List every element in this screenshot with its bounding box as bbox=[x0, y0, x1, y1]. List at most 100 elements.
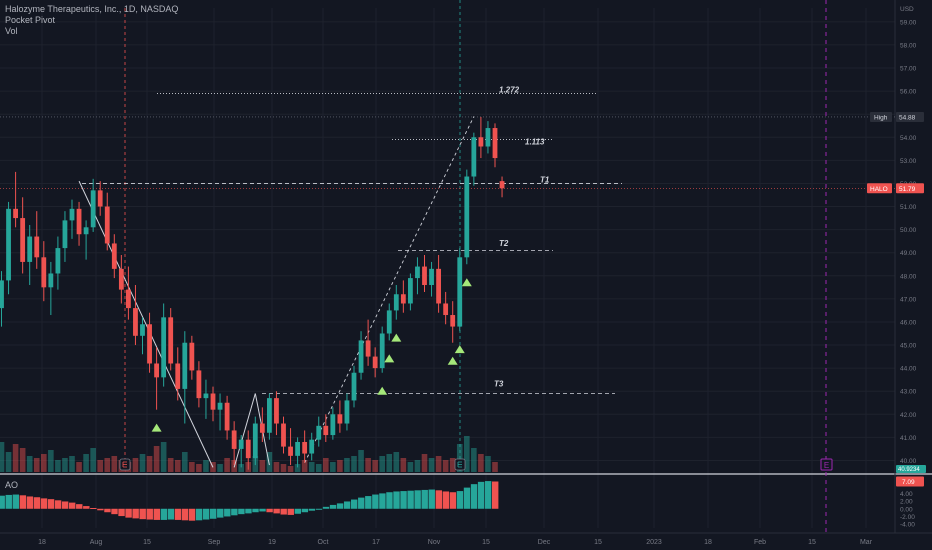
candle-body bbox=[464, 176, 470, 258]
pocket-pivot-marker bbox=[377, 386, 388, 395]
price-tick-label: 43.00 bbox=[900, 389, 917, 396]
ao-bar bbox=[139, 508, 146, 520]
ao-bar bbox=[174, 508, 182, 520]
candle-body bbox=[6, 208, 11, 281]
ao-bar bbox=[358, 497, 365, 509]
volume-bar bbox=[153, 446, 160, 472]
indicator-pocket-pivot: Pocket Pivot bbox=[5, 15, 56, 25]
price-tick-label: 57.00 bbox=[900, 66, 917, 73]
chart-legend: Halozyme Therapeutics, Inc., 1D, NASDAQ … bbox=[5, 4, 178, 37]
volume-bar bbox=[111, 456, 118, 472]
ao-bar bbox=[351, 499, 358, 509]
pocket-pivot-marker bbox=[151, 423, 162, 432]
candle-body bbox=[111, 243, 117, 269]
candle-body bbox=[400, 294, 406, 304]
volume-bar bbox=[301, 460, 308, 472]
volume-bar bbox=[132, 458, 139, 472]
ao-bar bbox=[5, 494, 12, 509]
ao-bar bbox=[231, 508, 238, 516]
candle-body bbox=[471, 137, 477, 177]
candle-body bbox=[203, 393, 209, 399]
candle-body bbox=[429, 268, 434, 286]
price-tick-label: 44.00 bbox=[900, 366, 917, 373]
volume-bar bbox=[294, 464, 301, 472]
ao-value-text: 7.09 bbox=[902, 479, 915, 486]
ao-bar bbox=[238, 508, 245, 515]
pocket-pivot-marker bbox=[454, 345, 465, 354]
volume-bar bbox=[182, 452, 188, 472]
volume-bar bbox=[139, 454, 146, 472]
volume-bar bbox=[287, 466, 294, 472]
ao-bar bbox=[421, 489, 428, 509]
candle-body bbox=[189, 342, 195, 371]
halo-label-text: HALO bbox=[870, 186, 888, 193]
ao-bar bbox=[40, 498, 48, 509]
time-tick-label: Mar bbox=[860, 539, 873, 546]
candle-body bbox=[147, 324, 152, 364]
ao-bar bbox=[329, 504, 337, 509]
volume-bar bbox=[337, 460, 343, 472]
downtrend-line bbox=[78, 180, 214, 468]
ao-bar bbox=[146, 508, 153, 520]
volume-value-badge bbox=[896, 465, 926, 473]
ao-bar bbox=[210, 508, 217, 519]
candle-body bbox=[69, 208, 75, 221]
high-value-badge bbox=[896, 111, 924, 122]
ao-tick-label: -2.00 bbox=[900, 514, 915, 521]
time-tick-label: 15 bbox=[482, 539, 490, 546]
ao-bar bbox=[280, 508, 287, 515]
candle-body bbox=[422, 266, 427, 286]
ao-bar bbox=[118, 508, 125, 517]
volume-bar bbox=[12, 444, 19, 472]
candle-body bbox=[372, 356, 378, 369]
time-tick-label: 19 bbox=[268, 539, 276, 546]
ao-bar bbox=[273, 508, 280, 514]
volume-bar bbox=[428, 458, 435, 472]
ao-bar bbox=[456, 491, 464, 509]
price-tick-label: 51.00 bbox=[900, 204, 917, 211]
ao-bar bbox=[132, 508, 139, 519]
volume-bar bbox=[323, 458, 329, 472]
volume-bar bbox=[407, 462, 414, 472]
ao-bar bbox=[12, 494, 19, 509]
volume-bar bbox=[55, 460, 61, 472]
volume-bar bbox=[372, 460, 378, 472]
ao-bar bbox=[442, 491, 450, 509]
candle-body bbox=[104, 206, 110, 244]
candle-body bbox=[478, 137, 484, 147]
volume-bar bbox=[449, 458, 456, 472]
fib-1113-label: 1.113 bbox=[525, 137, 545, 146]
candle-body bbox=[210, 393, 216, 410]
high-value-text: 54.88 bbox=[899, 114, 916, 121]
volume-bar bbox=[104, 458, 111, 472]
halo-value-badge bbox=[896, 183, 924, 194]
ao-bar bbox=[26, 496, 34, 509]
volume-bar bbox=[351, 456, 357, 472]
volume-bar bbox=[365, 458, 371, 472]
volume-bar bbox=[224, 458, 230, 472]
ao-bar bbox=[372, 494, 379, 509]
candle-body bbox=[27, 236, 33, 262]
volume-bar bbox=[344, 458, 350, 472]
candle-body bbox=[323, 425, 329, 436]
ao-tick-label: 4.00 bbox=[900, 491, 913, 498]
ao-bar bbox=[379, 493, 386, 509]
candle-body bbox=[443, 303, 449, 316]
candle-body bbox=[133, 308, 138, 336]
volume-bar bbox=[203, 460, 209, 472]
ao-bar bbox=[322, 506, 330, 509]
ao-bar bbox=[97, 508, 104, 511]
ao-bar bbox=[294, 508, 301, 514]
time-tick-label: 15 bbox=[594, 539, 602, 546]
volume-bar bbox=[273, 462, 280, 472]
pocket-pivot-marker bbox=[391, 333, 402, 342]
ao-tick-label: 2.00 bbox=[900, 499, 913, 506]
candle-body bbox=[309, 439, 315, 454]
candle-body bbox=[365, 340, 371, 357]
pocket-pivot-marker bbox=[461, 278, 472, 287]
ao-bar bbox=[336, 503, 344, 509]
ao-bar bbox=[181, 508, 189, 521]
candle-body bbox=[34, 236, 40, 258]
